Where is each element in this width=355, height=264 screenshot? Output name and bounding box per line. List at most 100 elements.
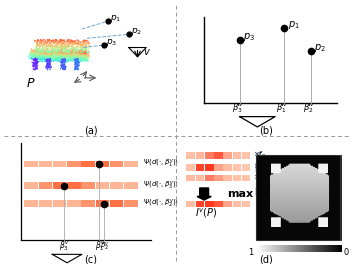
Point xyxy=(54,53,59,57)
Text: $I^v(P)$: $I^v(P)$ xyxy=(195,207,218,220)
Point xyxy=(44,46,49,50)
Point xyxy=(47,50,53,54)
Point xyxy=(34,41,40,45)
Point xyxy=(65,55,70,59)
Point xyxy=(44,64,50,68)
Point xyxy=(81,53,87,58)
Point xyxy=(33,50,38,54)
Point xyxy=(61,62,67,66)
Point xyxy=(42,56,47,60)
Point xyxy=(74,54,80,59)
Point xyxy=(76,64,81,69)
Point xyxy=(61,58,67,62)
Point xyxy=(78,54,84,59)
Point xyxy=(58,65,64,69)
Point xyxy=(75,54,81,58)
Point xyxy=(73,42,78,46)
Point xyxy=(61,56,67,61)
Point xyxy=(62,58,68,63)
Point xyxy=(82,47,88,51)
Point xyxy=(45,62,51,66)
Point xyxy=(31,50,37,54)
Point xyxy=(69,54,74,58)
Point xyxy=(39,50,45,55)
Point xyxy=(34,48,40,52)
Point xyxy=(40,60,46,64)
Point xyxy=(65,56,71,61)
Point xyxy=(39,57,45,61)
Point xyxy=(58,53,64,58)
Point xyxy=(74,44,80,49)
Point xyxy=(32,57,38,61)
Point xyxy=(47,63,53,68)
Point xyxy=(32,60,38,64)
Point xyxy=(53,54,59,58)
Point xyxy=(77,47,83,51)
Point xyxy=(37,55,43,60)
Point xyxy=(33,50,38,54)
Point xyxy=(41,55,47,60)
Point xyxy=(59,46,65,50)
Point xyxy=(36,55,42,59)
Point xyxy=(67,43,73,47)
Point xyxy=(49,59,55,63)
Point xyxy=(70,56,75,60)
Point xyxy=(69,49,74,54)
Point xyxy=(46,50,52,54)
Point xyxy=(75,59,81,63)
Point xyxy=(61,45,66,49)
Point xyxy=(58,38,64,42)
Point xyxy=(60,58,66,62)
Point xyxy=(32,50,37,54)
Point xyxy=(40,46,45,50)
Point xyxy=(46,56,51,60)
Point xyxy=(47,64,53,68)
Point xyxy=(57,52,63,56)
Point xyxy=(54,43,60,47)
Point xyxy=(45,53,51,58)
Point xyxy=(35,45,41,49)
Point xyxy=(36,42,42,46)
Point xyxy=(80,57,85,61)
Point xyxy=(81,43,86,47)
Point xyxy=(75,51,81,55)
Point xyxy=(54,49,60,53)
Point xyxy=(45,50,51,54)
Point xyxy=(70,56,76,60)
Point xyxy=(49,43,55,47)
Point xyxy=(60,44,65,48)
Point xyxy=(61,55,67,59)
Point xyxy=(53,44,59,49)
Point xyxy=(42,54,48,58)
Point xyxy=(40,46,45,51)
Point xyxy=(49,51,55,56)
Point xyxy=(48,54,54,58)
Point xyxy=(35,60,40,64)
Point xyxy=(37,59,43,63)
Bar xyxy=(67,182,81,189)
Point xyxy=(73,63,78,67)
Point xyxy=(87,54,92,59)
Point xyxy=(66,50,71,54)
Point xyxy=(43,58,49,62)
Point xyxy=(71,47,77,51)
Point xyxy=(61,57,67,62)
Point xyxy=(62,53,67,57)
Point xyxy=(68,58,73,62)
Point xyxy=(86,41,91,46)
Point xyxy=(46,55,51,59)
Point xyxy=(29,53,35,57)
Point xyxy=(82,51,88,55)
Point xyxy=(32,55,38,59)
Point xyxy=(36,54,42,58)
Point xyxy=(68,41,73,45)
Point xyxy=(62,56,68,60)
Point xyxy=(68,55,73,60)
Point xyxy=(53,55,58,60)
Point xyxy=(44,49,50,53)
Point xyxy=(43,49,49,54)
Point xyxy=(58,51,63,55)
Point xyxy=(61,40,67,45)
Point xyxy=(51,54,56,58)
Point xyxy=(73,58,79,62)
